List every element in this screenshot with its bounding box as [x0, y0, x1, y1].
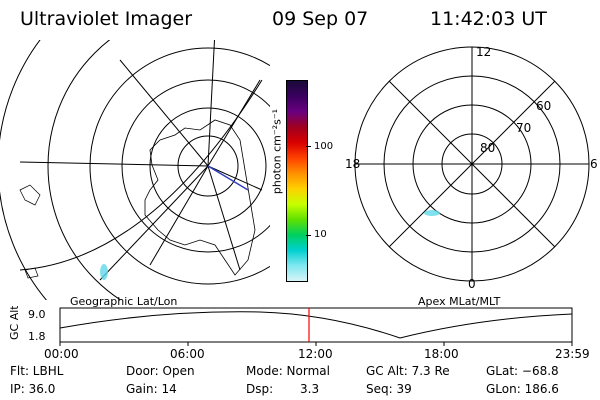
colorbar-tickmark	[306, 146, 311, 147]
mlt-label-top: 12	[476, 45, 491, 59]
gain-label: Gain: 14	[126, 382, 177, 396]
alt-xtick: 00:00	[44, 347, 79, 361]
polar-caption: Apex MLat/MLT	[418, 295, 501, 308]
colorbar-label: photon cm⁻²s⁻¹	[270, 108, 284, 195]
glat-label: GLat: −68.8	[486, 364, 559, 378]
aurora-patch	[424, 210, 440, 216]
map-boundary	[19, 79, 263, 271]
lat-circle	[0, 40, 48, 300]
geo-caption: Geographic Lat/Lon	[70, 295, 178, 308]
geographic-map	[0, 40, 270, 300]
alt-xtick: 23:59	[555, 347, 590, 361]
lat-circle	[89, 47, 270, 285]
glon-label: GLon: 186.6	[486, 382, 559, 396]
meridian	[99, 165, 209, 281]
alt-ylabel: GC Alt	[8, 306, 21, 340]
seq-label: Seq: 39	[366, 382, 412, 396]
ip-label: IP: 36.0	[10, 382, 56, 396]
colorbar	[286, 80, 308, 282]
meridian	[207, 165, 241, 271]
altitude-frame	[59, 307, 573, 343]
meridian	[149, 165, 209, 266]
alt-xtick: 06:00	[170, 347, 205, 361]
coastline	[144, 119, 256, 276]
dsp-value: 3.3	[300, 382, 320, 396]
gcalt-label: GC Alt: 7.3 Re	[366, 364, 450, 378]
flt-label: Flt: LBHL	[10, 364, 64, 378]
coastline-island	[24, 267, 39, 279]
meridian	[207, 79, 261, 167]
lat-circle	[177, 135, 239, 197]
polar-axis-diagonal	[388, 80, 556, 248]
dsp-label: Dsp:	[246, 382, 274, 396]
mlt-label-right: 6	[590, 157, 598, 171]
lat-circle	[149, 107, 267, 225]
colorbar-tick-10: 10	[314, 229, 327, 240]
alt-ytick-low: 1.8	[28, 330, 46, 343]
meridian	[207, 165, 263, 191]
altitude-plot: 9.0 1.8 GC Alt 00:00 06:00 12:00 18:00 2…	[8, 306, 590, 361]
mlt-label-left: 18	[345, 157, 360, 171]
info-row-1: Flt: LBHL Door: Open Mode: Normal GC Alt…	[0, 364, 600, 380]
instrument-title: Ultraviolet Imager	[20, 8, 193, 30]
altitude-curve	[59, 311, 573, 339]
mlt-label-bottom: 0	[468, 277, 476, 291]
info-row-2: IP: 36.0 Gain: 14 Dsp: 3.3 Seq: 39 GLon:…	[0, 382, 600, 398]
meridian	[19, 161, 209, 167]
meridian	[207, 40, 215, 167]
door-label: Door: Open	[126, 364, 195, 378]
meridian	[119, 59, 209, 167]
lat-circle	[47, 40, 122, 300]
lat-label-80: 80	[480, 141, 495, 155]
lat-label-60: 60	[536, 99, 551, 113]
colorbar-tickmark	[306, 235, 311, 236]
alt-ytick-high: 9.0	[28, 308, 46, 321]
colorbar-tick-100: 100	[314, 141, 334, 152]
time-label: 11:42:03 UT	[430, 8, 547, 30]
header-bar: Ultraviolet Imager 09 Sep 07 11:42:03 UT	[0, 4, 600, 34]
satellite-track	[207, 165, 249, 191]
coastline-island	[19, 184, 41, 206]
colorbar-label-wrap: photon cm⁻²s⁻¹	[262, 80, 284, 230]
polar-plot: 12 18 6 0 60 70 80	[345, 45, 598, 291]
aurora-patch	[100, 264, 108, 280]
alt-xtick: 12:00	[298, 347, 333, 361]
alt-xtick: 18:00	[424, 347, 459, 361]
lat-label-70: 70	[516, 121, 531, 135]
date-label: 09 Sep 07	[272, 8, 369, 30]
lat-circle	[121, 79, 270, 253]
mode-label: Mode: Normal	[246, 364, 330, 378]
